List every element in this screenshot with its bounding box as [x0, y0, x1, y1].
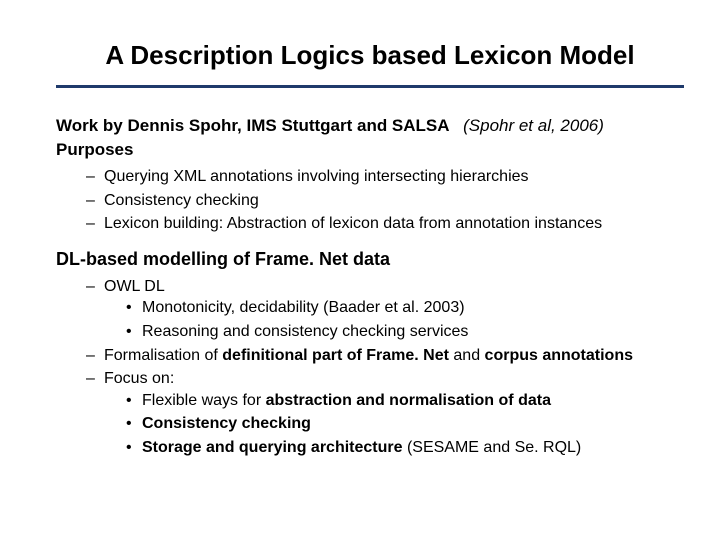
focus-b: Consistency checking [142, 415, 311, 432]
list-item: Monotonicity, decidability (Baader et al… [126, 297, 684, 319]
focus-c-tail: (SESAME and Se. RQL) [403, 439, 582, 456]
formalisation-pre: Formalisation of [104, 347, 222, 364]
list-item: Consistency checking [126, 413, 684, 435]
list-item: OWL DL Monotonicity, decidability (Baade… [86, 276, 684, 343]
list-item: Querying XML annotations involving inter… [86, 166, 684, 188]
purposes-label: Purposes [56, 140, 684, 160]
slide-title: A Description Logics based Lexicon Model [56, 40, 684, 71]
list-item: Consistency checking [86, 190, 684, 212]
title-rule [56, 85, 684, 88]
focus-label: Focus on: [104, 370, 174, 387]
work-by-line: Work by Dennis Spohr, IMS Stuttgart and … [56, 116, 684, 136]
slide: A Description Logics based Lexicon Model… [0, 0, 720, 540]
formalisation-bold2: corpus annotations [485, 347, 633, 364]
work-by-text: Work by Dennis Spohr, IMS Stuttgart and … [56, 116, 449, 135]
focus-a-bold: abstraction and normalisation of data [266, 392, 551, 409]
dl-list: OWL DL Monotonicity, decidability (Baade… [56, 276, 684, 459]
owl-sublist: Monotonicity, decidability (Baader et al… [104, 297, 684, 342]
list-item: Formalisation of definitional part of Fr… [86, 345, 684, 367]
focus-a-pre: Flexible ways for [142, 392, 266, 409]
owl-dl-label: OWL DL [104, 278, 165, 295]
focus-c-bold: Storage and querying architecture [142, 439, 403, 456]
list-item: Flexible ways for abstraction and normal… [126, 390, 684, 412]
list-item: Reasoning and consistency checking servi… [126, 321, 684, 343]
citation: (Spohr et al, 2006) [454, 116, 604, 135]
list-item: Focus on: Flexible ways for abstraction … [86, 368, 684, 458]
section-heading: DL-based modelling of Frame. Net data [56, 249, 684, 270]
formalisation-bold1: definitional part of Frame. Net [222, 347, 449, 364]
list-item: Lexicon building: Abstraction of lexicon… [86, 213, 684, 235]
list-item: Storage and querying architecture (SESAM… [126, 437, 684, 459]
purposes-list: Querying XML annotations involving inter… [56, 166, 684, 235]
formalisation-mid: and [449, 347, 485, 364]
focus-sublist: Flexible ways for abstraction and normal… [104, 390, 684, 459]
